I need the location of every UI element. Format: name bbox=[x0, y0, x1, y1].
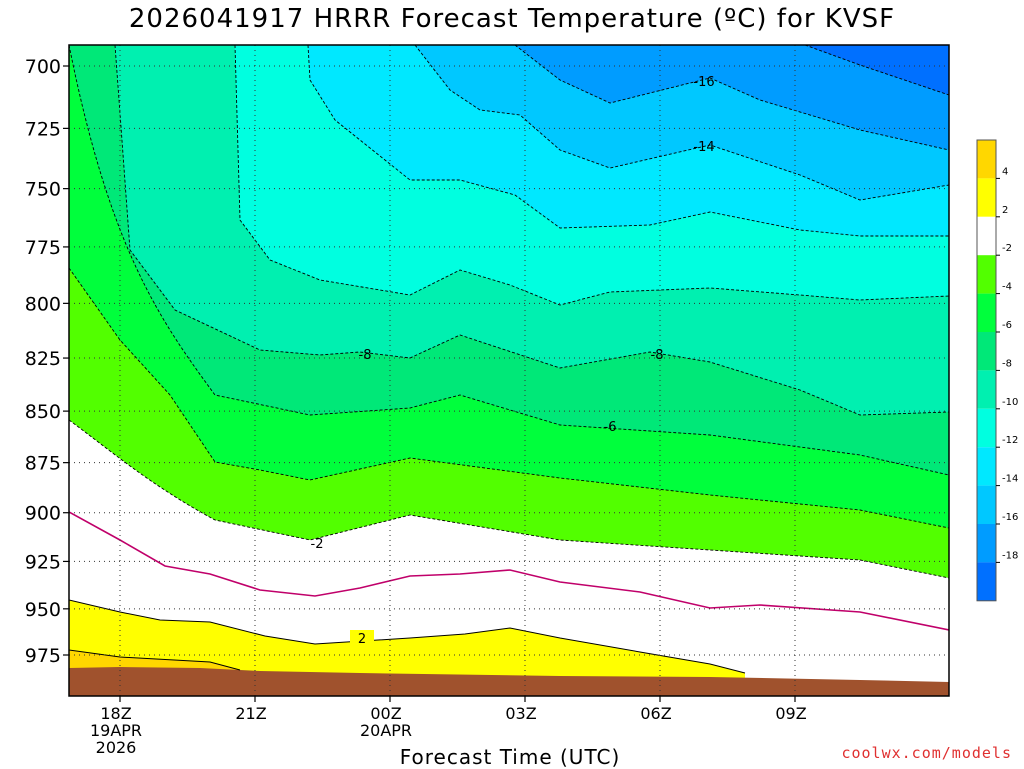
plot-frame bbox=[68, 44, 950, 697]
contour-label: -8 bbox=[651, 348, 664, 363]
colorbar-swatch bbox=[977, 370, 996, 409]
x-tick-label: 00Z bbox=[370, 704, 401, 723]
colorbar-label: -12 bbox=[1002, 435, 1018, 446]
y-axis: 700 725 750 775 800 825 850 875 900 925 950 975 bbox=[25, 56, 69, 667]
chart-title: 2026041917 HRRR Forecast Temperature (ºC… bbox=[128, 4, 896, 34]
fill-blue-band bbox=[515, 45, 949, 150]
contour-label: -2 bbox=[311, 537, 324, 552]
contour-line-6 bbox=[69, 45, 949, 476]
contour-label: 2 bbox=[358, 632, 366, 647]
contour-line-18 bbox=[804, 45, 949, 96]
contour-line-freezing bbox=[69, 511, 949, 631]
colorbar-label: 4 bbox=[1002, 166, 1008, 177]
y-tick-label: 775 bbox=[25, 237, 61, 259]
colorbar-label: -16 bbox=[1002, 512, 1018, 523]
contour-label: -14 bbox=[693, 140, 714, 155]
contour-line-16 bbox=[514, 45, 949, 151]
grid-lines bbox=[69, 45, 949, 696]
y-tick-label: 700 bbox=[25, 56, 61, 78]
colorbar-label: -6 bbox=[1002, 320, 1012, 331]
colorbar-swatch bbox=[977, 447, 996, 486]
fill-yellow-band bbox=[69, 600, 745, 690]
contour-label-bg bbox=[350, 630, 374, 645]
fill-gold-band bbox=[69, 650, 240, 672]
y-tick-label: 975 bbox=[25, 645, 61, 667]
contour-line-warm4 bbox=[69, 649, 241, 671]
x-tick-label: 03Z bbox=[505, 704, 536, 723]
x-tick-label: 09Z bbox=[775, 704, 806, 723]
colorbar-label: -2 bbox=[1002, 243, 1012, 254]
colorbar-swatch bbox=[977, 293, 996, 332]
colorbar-label: -4 bbox=[1002, 282, 1012, 293]
y-tick-label: 725 bbox=[25, 118, 61, 140]
y-tick-label: 750 bbox=[25, 179, 61, 201]
colorbar-swatch bbox=[977, 408, 996, 448]
y-tick-label: 950 bbox=[25, 599, 61, 621]
x-tick-label: 2026 bbox=[96, 738, 137, 757]
colorbar-label: -18 bbox=[1002, 550, 1018, 561]
x-tick-label: 06Z bbox=[640, 704, 671, 723]
x-tick-label: 19APR bbox=[90, 721, 142, 740]
contour-line-10 bbox=[234, 45, 949, 306]
contour-line-4 bbox=[69, 267, 949, 529]
colorbar-swatch bbox=[977, 562, 996, 601]
y-tick-label: 825 bbox=[25, 348, 61, 370]
colorbar-swatch bbox=[977, 485, 996, 524]
colorbar-label: -8 bbox=[1002, 358, 1012, 369]
colorbar-label: 2 bbox=[1002, 205, 1008, 216]
contour-line-warm2 bbox=[69, 599, 746, 674]
contour-label: -8 bbox=[359, 348, 372, 363]
credit-text: coolwx.com/models bbox=[841, 744, 1012, 762]
x-axis-title: Forecast Time (UTC) bbox=[399, 745, 621, 769]
contour-line-14 bbox=[414, 45, 949, 201]
ground-surface bbox=[69, 667, 949, 696]
colorbar: 4 2 -2 -4 -6 -8 -10 -12 -14 -16 -18 bbox=[976, 139, 1018, 602]
fill-darkblue-band bbox=[805, 45, 949, 95]
contour-line-8 bbox=[114, 45, 949, 416]
y-tick-label: 925 bbox=[25, 551, 61, 573]
y-tick-label: 850 bbox=[25, 401, 61, 423]
colorbar-swatch bbox=[977, 524, 996, 563]
colorbar-label: -14 bbox=[1002, 474, 1018, 485]
x-tick-label: 18Z bbox=[100, 704, 131, 723]
colorbar-swatch bbox=[977, 332, 996, 371]
colorbar-label: -10 bbox=[1002, 397, 1018, 408]
contour-labels: -16 -14 -8 -8 -6 -2 2 bbox=[311, 75, 715, 647]
y-tick-label: 900 bbox=[25, 503, 61, 525]
contour-label: -16 bbox=[693, 75, 714, 90]
y-tick-label: 800 bbox=[25, 293, 61, 315]
x-tick-label: 20APR bbox=[360, 721, 412, 740]
colorbar-swatch bbox=[977, 216, 996, 256]
contour-label: -6 bbox=[604, 420, 617, 435]
x-tick-label: 21Z bbox=[235, 704, 266, 723]
colorbar-swatch bbox=[977, 178, 996, 217]
contour-field bbox=[69, 45, 949, 696]
colorbar-swatch bbox=[977, 255, 996, 294]
y-tick-label: 875 bbox=[25, 453, 61, 475]
colorbar-swatch bbox=[977, 140, 996, 179]
